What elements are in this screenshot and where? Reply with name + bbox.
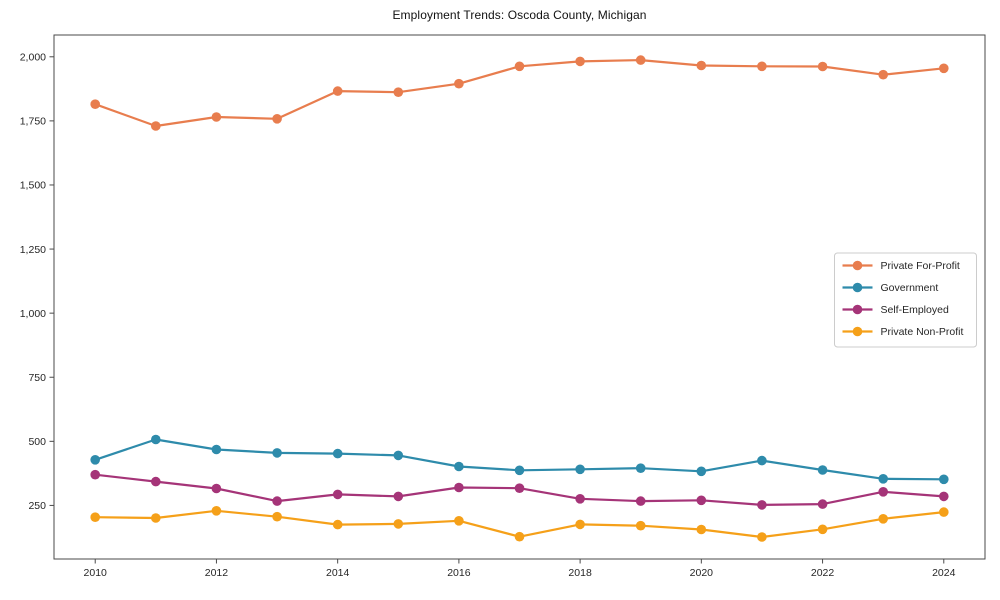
data-point-private-non-profit	[939, 507, 949, 517]
data-point-private-non-profit	[878, 514, 888, 524]
data-point-self-employed	[90, 469, 100, 480]
y-tick-label: 750	[28, 372, 46, 384]
data-point-self-employed	[332, 489, 343, 500]
data-point-private-non-profit	[151, 513, 161, 523]
data-point-self-employed	[272, 496, 282, 506]
data-point-private-for-profit	[514, 61, 525, 72]
data-point-self-employed	[393, 491, 404, 502]
data-point-private-for-profit	[332, 86, 343, 96]
data-point-government	[332, 448, 343, 459]
y-tick-label: 1,250	[20, 244, 46, 256]
legend-marker	[852, 304, 863, 315]
data-point-government	[514, 465, 525, 476]
legend-item-private-for-profit: Private For-Profit	[842, 260, 960, 272]
chart-title: Employment Trends: Oscoda County, Michig…	[392, 8, 647, 22]
data-point-private-for-profit	[878, 69, 888, 80]
data-point-private-non-profit	[211, 506, 222, 516]
data-point-private-non-profit	[757, 532, 767, 542]
data-point-government	[757, 455, 767, 466]
data-point-government	[635, 463, 646, 474]
data-point-government	[575, 464, 585, 475]
data-point-self-employed	[151, 476, 161, 487]
legend-marker	[852, 326, 863, 337]
data-point-private-for-profit	[272, 114, 282, 124]
data-point-government	[272, 448, 282, 458]
data-point-self-employed	[696, 495, 707, 506]
data-point-self-employed	[878, 487, 888, 497]
legend-item-government: Government	[842, 282, 939, 294]
legend-label: Government	[881, 282, 939, 294]
legend-box	[834, 252, 977, 348]
x-tick-label: 2012	[205, 567, 229, 579]
x-tick-label: 2016	[447, 567, 471, 579]
data-point-government	[454, 461, 464, 472]
data-point-self-employed	[635, 496, 646, 506]
x-tick-label: 2024	[932, 567, 956, 579]
data-point-private-non-profit	[90, 512, 100, 522]
data-point-private-for-profit	[575, 56, 585, 67]
y-tick-label: 250	[28, 500, 46, 512]
data-point-private-for-profit	[696, 60, 707, 71]
data-point-government	[211, 444, 222, 455]
x-tick-label: 2018	[568, 567, 592, 579]
data-point-self-employed	[454, 482, 464, 493]
data-point-private-for-profit	[151, 121, 161, 131]
data-point-private-non-profit	[817, 524, 828, 535]
legend-marker	[852, 282, 863, 293]
data-point-government	[878, 474, 888, 484]
data-point-private-for-profit	[211, 112, 222, 122]
y-tick-label: 2,000	[20, 51, 46, 63]
x-tick-label: 2010	[84, 567, 108, 579]
legend-label: Private For-Profit	[881, 260, 960, 272]
data-point-private-non-profit	[635, 520, 646, 531]
data-point-government	[90, 455, 100, 465]
data-point-government	[939, 474, 949, 485]
legend-item-self-employed: Self-Employed	[842, 304, 949, 316]
x-tick-label: 2014	[326, 567, 350, 579]
data-point-private-non-profit	[514, 531, 525, 542]
data-point-private-for-profit	[757, 61, 767, 72]
data-point-self-employed	[211, 483, 222, 494]
data-point-private-non-profit	[332, 519, 343, 530]
data-point-self-employed	[514, 483, 525, 494]
data-point-private-non-profit	[575, 519, 585, 530]
data-point-private-for-profit	[454, 78, 464, 89]
data-point-private-for-profit	[393, 87, 404, 97]
data-point-private-non-profit	[272, 511, 282, 522]
data-point-self-employed	[757, 500, 767, 510]
data-point-self-employed	[817, 499, 828, 509]
data-point-government	[151, 434, 161, 445]
data-point-private-for-profit	[635, 55, 646, 65]
data-point-private-for-profit	[90, 99, 100, 109]
y-tick-label: 1,000	[20, 308, 46, 320]
data-point-private-non-profit	[454, 516, 464, 526]
data-point-private-non-profit	[696, 524, 707, 535]
data-point-government	[817, 465, 828, 475]
x-tick-label: 2020	[690, 567, 714, 579]
data-point-self-employed	[939, 491, 949, 502]
data-point-private-for-profit	[817, 61, 828, 72]
y-tick-label: 1,500	[20, 180, 46, 192]
y-tick-label: 500	[28, 436, 46, 448]
legend-item-private-non-profit: Private Non-Profit	[842, 326, 964, 338]
data-point-self-employed	[575, 494, 585, 504]
data-point-government	[393, 450, 404, 461]
x-tick-label: 2022	[811, 567, 835, 579]
legend-label: Private Non-Profit	[881, 326, 964, 338]
legend-marker	[852, 260, 863, 271]
data-point-government	[696, 466, 707, 477]
plot-frame	[53, 34, 986, 560]
y-tick-label: 1,750	[20, 116, 46, 128]
data-point-private-for-profit	[939, 63, 949, 74]
data-point-private-non-profit	[393, 519, 404, 529]
legend-label: Self-Employed	[881, 304, 949, 316]
